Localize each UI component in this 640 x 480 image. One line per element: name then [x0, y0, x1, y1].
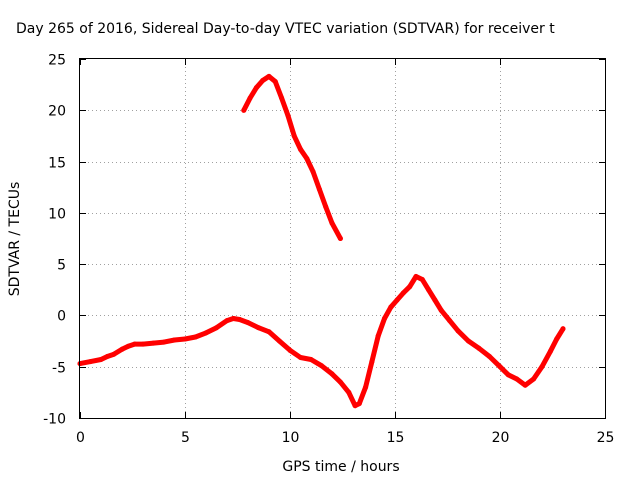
- data-point: [111, 351, 117, 357]
- data-point: [277, 338, 282, 344]
- data-point: [337, 379, 343, 385]
- data-point: [426, 287, 432, 293]
- y-tick-label: 10: [48, 207, 66, 223]
- data-point: [310, 169, 316, 175]
- y-tick-label: 0: [57, 309, 66, 325]
- data-point: [172, 337, 177, 343]
- data-point: [316, 186, 322, 192]
- data-point: [272, 79, 278, 85]
- data-point: [522, 382, 528, 388]
- data-point: [487, 354, 492, 359]
- data-point: [382, 316, 387, 321]
- data-point: [438, 307, 444, 313]
- series-layer: [77, 73, 566, 409]
- data-point: [279, 95, 285, 101]
- data-point: [394, 297, 400, 303]
- x-tick-label: 10: [282, 430, 300, 446]
- data-point: [125, 343, 131, 349]
- data-point: [253, 85, 259, 91]
- data-point: [287, 347, 293, 353]
- data-point: [554, 336, 560, 342]
- plot-frame: [79, 58, 606, 419]
- data-point: [476, 345, 482, 351]
- x-tick-label: 0: [76, 430, 85, 446]
- data-point: [505, 372, 511, 378]
- y-tick-label: -5: [52, 361, 66, 377]
- data-point: [119, 346, 125, 352]
- data-point: [447, 318, 453, 324]
- data-point: [285, 112, 291, 118]
- data-point: [323, 204, 329, 210]
- data-point: [151, 340, 156, 346]
- data-point: [140, 341, 146, 347]
- data-point: [214, 325, 219, 331]
- data-point: [132, 341, 138, 347]
- y-tick-label: -10: [43, 412, 66, 428]
- data-point: [400, 290, 406, 296]
- data-point: [352, 403, 358, 409]
- data-point: [329, 220, 335, 226]
- data-point: [304, 156, 310, 161]
- data-point: [346, 389, 352, 395]
- data-point: [466, 338, 471, 344]
- data-point: [182, 336, 188, 342]
- data-point: [419, 277, 425, 282]
- data-point: [298, 146, 303, 152]
- data-point: [237, 317, 243, 322]
- data-point: [455, 328, 461, 334]
- axis-ticks: 0 5 10 15 20 25 -10 -5 0 5 10 15 20 25: [43, 53, 614, 447]
- data-point: [266, 73, 272, 79]
- data-point: [497, 364, 503, 370]
- data-point: [413, 274, 419, 279]
- data-point: [388, 304, 394, 310]
- x-tick-label: 20: [492, 430, 510, 446]
- x-tick-label: 25: [597, 430, 615, 446]
- data-point: [369, 359, 375, 365]
- data-point: [547, 348, 553, 354]
- data-point: [104, 354, 110, 359]
- series-line-upper-arc: [241, 73, 343, 241]
- data-point: [230, 316, 236, 321]
- data-point: [256, 325, 261, 331]
- data-point: [363, 384, 369, 390]
- data-point: [247, 95, 253, 101]
- data-point: [308, 357, 314, 362]
- data-point: [329, 371, 335, 377]
- data-point: [319, 363, 324, 369]
- data-point: [88, 359, 93, 365]
- data-point: [560, 326, 566, 332]
- data-point: [161, 339, 167, 345]
- data-point: [407, 284, 413, 290]
- data-point: [539, 364, 545, 370]
- data-point: [193, 334, 198, 340]
- data-point: [356, 401, 362, 407]
- data-point: [531, 376, 537, 382]
- data-point: [241, 107, 247, 113]
- data-point: [337, 236, 343, 241]
- y-axis-label: SDTVAR / TECUs: [7, 182, 23, 297]
- data-point: [375, 333, 381, 339]
- x-tick-label: 15: [387, 430, 405, 446]
- chart-title: Day 265 of 2016, Sidereal Day-to-day VTE…: [16, 21, 555, 37]
- data-point: [432, 297, 438, 303]
- data-point: [266, 329, 272, 335]
- data-point: [98, 357, 104, 362]
- data-point: [298, 355, 303, 360]
- x-axis-label: GPS time / hours: [282, 459, 399, 475]
- y-tick-label: 20: [48, 104, 66, 120]
- y-tick-label: 15: [48, 156, 66, 172]
- data-point: [224, 318, 230, 324]
- data-point: [514, 376, 520, 382]
- data-point: [291, 133, 297, 139]
- data-point: [260, 78, 266, 83]
- data-point: [203, 330, 209, 336]
- y-tick-label: 5: [57, 258, 66, 274]
- y-tick-label: 25: [48, 53, 66, 69]
- data-point: [245, 320, 251, 326]
- x-tick-label: 5: [181, 430, 190, 446]
